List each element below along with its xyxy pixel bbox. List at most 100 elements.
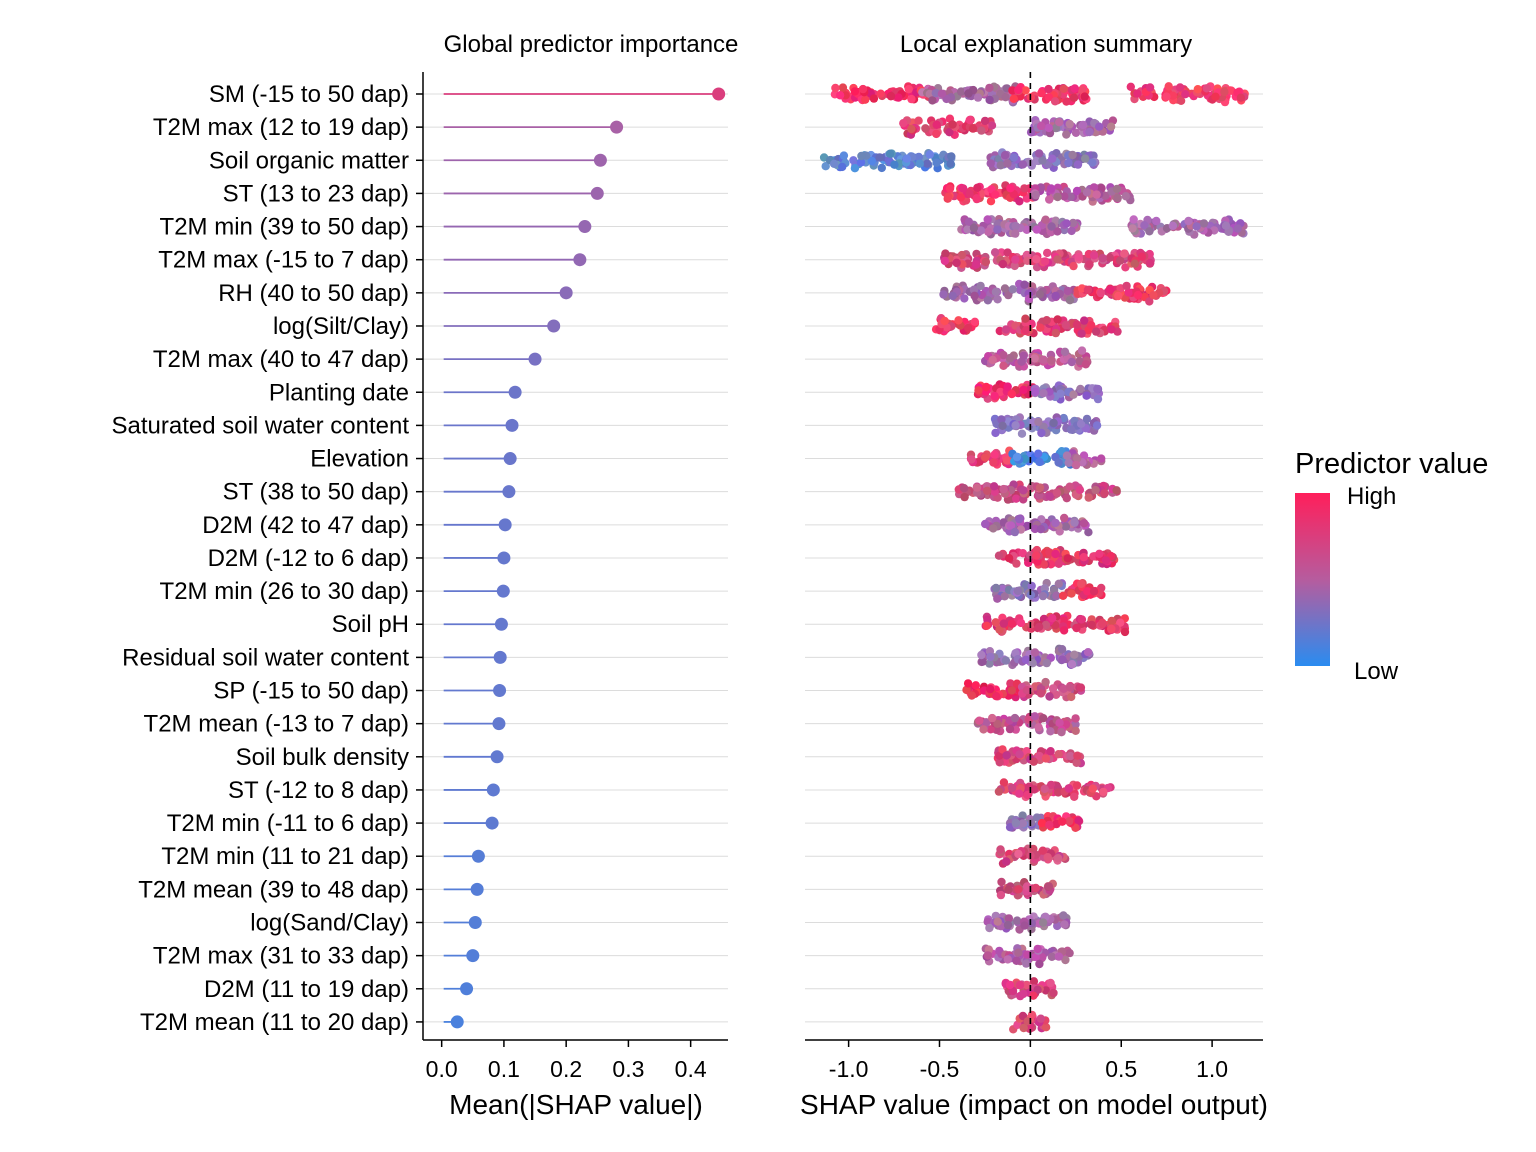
lollipop-point <box>573 253 587 267</box>
shap-point <box>1053 255 1062 264</box>
predictor-label: Soil pH <box>332 611 409 638</box>
shap-point <box>831 83 840 93</box>
shap-point <box>1046 747 1055 756</box>
predictor-label: T2M min (26 to 30 dap) <box>160 578 409 605</box>
shap-point <box>1020 184 1029 193</box>
shap-point <box>1060 920 1069 929</box>
shap-point <box>1101 556 1111 565</box>
shap-point <box>1014 849 1023 859</box>
shap-point <box>1029 757 1039 766</box>
predictor-label: log(Silt/Clay) <box>273 313 409 340</box>
shap-point <box>965 189 974 198</box>
shap-point <box>945 128 954 137</box>
shap-point <box>1098 620 1107 629</box>
shap-point <box>1092 421 1102 430</box>
shap-point <box>1064 158 1073 168</box>
shap-point <box>991 618 1000 627</box>
shap-point <box>1164 82 1173 91</box>
shap-point <box>861 95 870 104</box>
shap-point <box>932 120 941 129</box>
shap-point <box>982 382 991 392</box>
shap-point <box>981 453 990 462</box>
shap-point <box>858 84 868 94</box>
shap-point <box>1084 528 1093 537</box>
shap-point <box>1082 391 1091 400</box>
x-tick-label: 0.1 <box>488 1056 520 1082</box>
shap-point <box>1168 91 1178 100</box>
shap-point <box>1045 820 1054 830</box>
shap-point <box>998 259 1008 269</box>
shap-point <box>1072 460 1081 470</box>
shap-point <box>1083 587 1092 596</box>
predictor-label: Saturated soil water content <box>111 412 409 439</box>
shap-point <box>838 83 848 92</box>
shap-point <box>1054 559 1064 568</box>
shap-point <box>1236 93 1246 102</box>
shap-point <box>1058 817 1067 826</box>
shap-point <box>995 625 1004 634</box>
lollipop-point <box>497 551 511 565</box>
shap-point <box>1070 84 1080 93</box>
shap-point <box>1062 130 1071 139</box>
x-tick-label: 0.3 <box>612 1056 644 1082</box>
shap-point <box>1093 384 1102 394</box>
shap-point <box>1115 256 1125 265</box>
shap-point <box>1062 219 1071 228</box>
shap-point <box>1033 944 1042 954</box>
shap-point <box>1071 726 1080 735</box>
lollipop-point <box>466 949 480 963</box>
shap-point <box>1096 288 1106 298</box>
shap-point <box>1003 159 1012 168</box>
predictor-label: SM (-15 to 50 dap) <box>209 81 409 108</box>
shap-point <box>977 650 986 660</box>
shap-point <box>1113 193 1122 203</box>
shap-point <box>989 458 998 467</box>
shap-point <box>1042 316 1051 325</box>
shap-point <box>1022 686 1032 695</box>
shap-point <box>1065 482 1074 491</box>
shap-point <box>1024 294 1034 303</box>
shap-point <box>1042 658 1051 668</box>
lollipop-point <box>712 87 726 101</box>
shap-point <box>1145 227 1154 236</box>
x-tick-label: 0.5 <box>1105 1056 1137 1082</box>
shap-point <box>1063 554 1073 563</box>
shap-point <box>856 158 866 167</box>
shap-point <box>1019 1023 1028 1033</box>
shap-point <box>1077 615 1086 624</box>
shap-point <box>1030 354 1039 363</box>
shap-point <box>996 161 1005 170</box>
shap-point <box>994 551 1004 560</box>
shap-point <box>1069 390 1078 399</box>
shap-point <box>1124 288 1133 297</box>
shap-point <box>963 225 972 234</box>
shap-point <box>1053 921 1062 931</box>
shap-point <box>1031 952 1040 962</box>
predictor-label: D2M (42 to 47 dap) <box>202 512 409 539</box>
shap-point <box>964 323 973 333</box>
shap-point <box>1035 959 1044 969</box>
shap-point <box>1095 549 1104 558</box>
shap-point <box>1002 456 1012 465</box>
shap-point <box>1087 620 1096 630</box>
shap-point <box>1020 921 1029 930</box>
shap-point <box>991 190 1000 199</box>
shap-point <box>1072 186 1082 196</box>
shap-point <box>1000 592 1009 601</box>
shap-point <box>1122 281 1131 291</box>
shap-point <box>876 89 885 98</box>
shap-point <box>1062 494 1072 503</box>
shap-point <box>1022 980 1031 990</box>
shap-point <box>1004 914 1014 923</box>
shap-point <box>1004 554 1014 563</box>
shap-point <box>1114 291 1123 301</box>
shap-point <box>1146 258 1155 268</box>
shap-point <box>969 223 979 232</box>
shap-point <box>981 519 990 529</box>
shap-point <box>1106 122 1116 131</box>
shap-point <box>877 163 886 173</box>
shap-point <box>1070 518 1079 527</box>
shap-point <box>1030 785 1039 794</box>
shap-point <box>1001 93 1010 102</box>
